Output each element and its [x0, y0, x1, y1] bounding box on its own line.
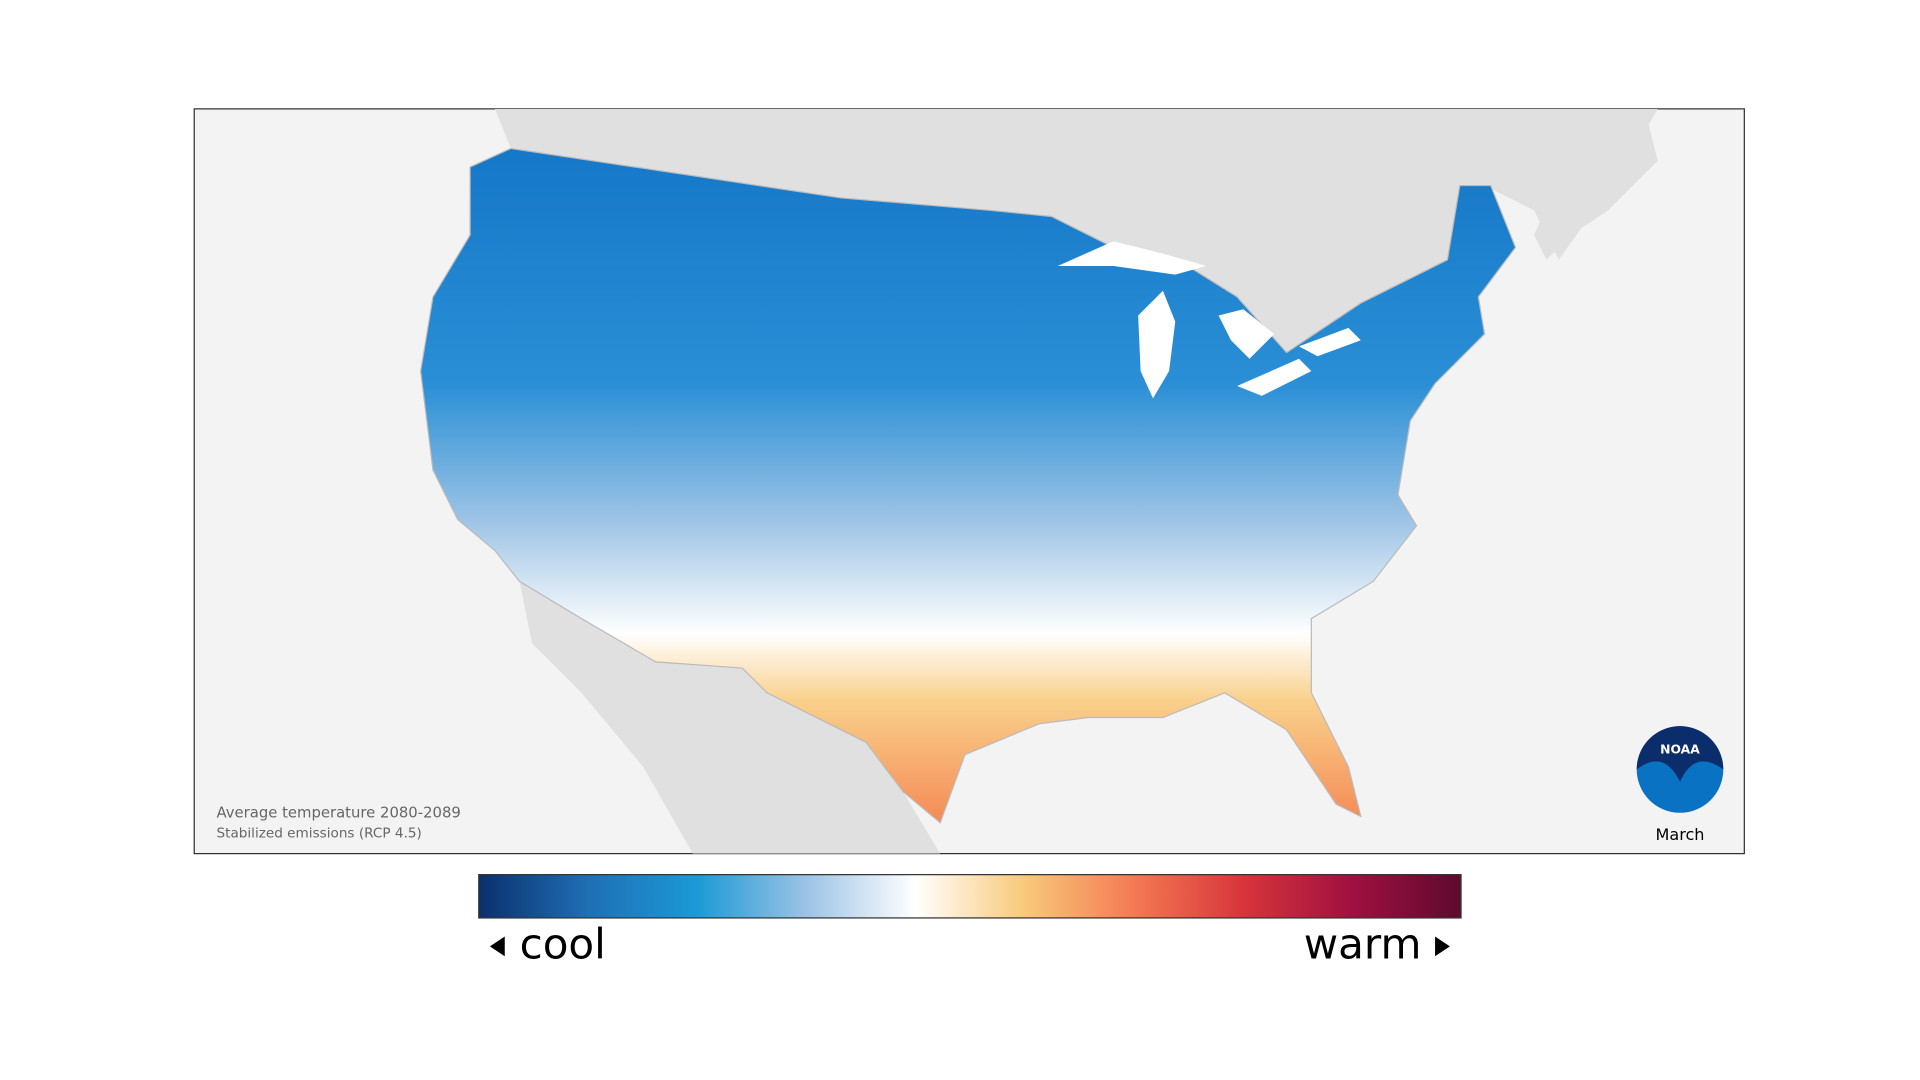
caption-line: Average temperature 2080-2089	[216, 805, 460, 822]
arrow-left	[489, 936, 505, 957]
noaa-logo: NOAA	[1636, 726, 1724, 813]
lake-erie	[1237, 358, 1312, 396]
caption-line: Stabilized emissions (RCP 4.5)	[216, 826, 421, 842]
arrow-right	[1435, 936, 1450, 957]
lake-ontario	[1298, 327, 1361, 357]
canada-land	[445, 108, 1658, 353]
lake-huron	[1218, 309, 1275, 359]
color-scale	[478, 874, 1462, 919]
legend-low-label: cool	[520, 920, 606, 969]
maritime-land	[1534, 111, 1658, 260]
lake-superior	[1057, 241, 1207, 275]
logo-text: NOAA	[1660, 742, 1700, 756]
legend-high-label: warm	[1304, 920, 1422, 969]
mexico-land	[519, 581, 941, 854]
logo-top	[1636, 726, 1724, 782]
lake-michigan	[1138, 290, 1176, 399]
month-label: March	[1655, 825, 1704, 844]
